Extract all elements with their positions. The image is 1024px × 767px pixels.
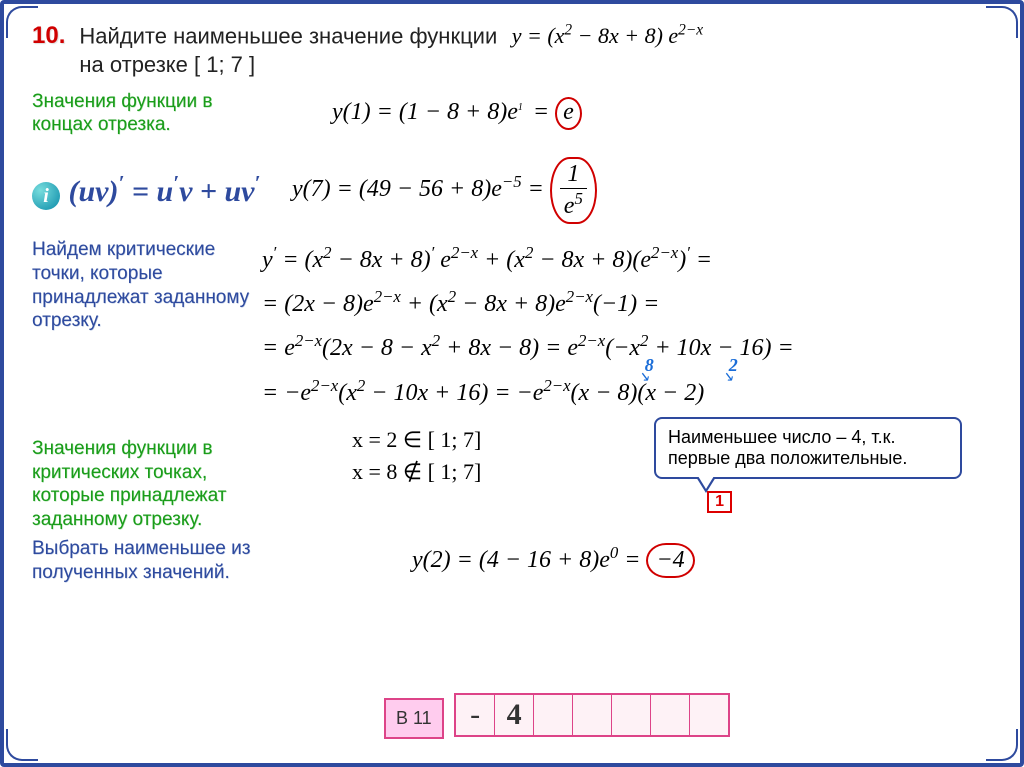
answer-cell: - bbox=[456, 695, 495, 735]
callout-box: Наименьшее число – 4, т.к. первые два по… bbox=[654, 417, 962, 479]
answer-label: В 11 bbox=[384, 698, 444, 739]
answer-block: В 11 - 4 bbox=[384, 693, 730, 739]
product-rule-box: i (uv)′ = u′v + uv′ bbox=[32, 171, 262, 211]
callout-line2: первые два положительные. bbox=[668, 448, 907, 468]
arrow-down-icon: ↘ bbox=[638, 365, 650, 390]
answer-cell bbox=[573, 695, 612, 735]
product-rule-formula: (uv)′ = u′v + uv′ bbox=[68, 175, 260, 208]
y1-rhs: = e bbox=[533, 99, 582, 125]
info-icon: i bbox=[32, 182, 60, 210]
answer-cell bbox=[612, 695, 651, 735]
decor-corner bbox=[986, 729, 1018, 761]
deriv-line1: y′ = (x2 − 8x + 8)′ e2−x + (x2 − 8x + 8)… bbox=[262, 238, 794, 282]
crit-membership: x = 2 ∈ [ 1; 7] x = 8 ∉ [ 1; 7] bbox=[352, 427, 481, 485]
note-critical-points: Найдем критические точки, которые принад… bbox=[32, 238, 252, 333]
row-y1: Значения функции в концах отрезка. y(1) … bbox=[32, 90, 992, 138]
answer-cell bbox=[534, 695, 573, 735]
note-endpoints: Значения функции в концах отрезка. bbox=[32, 90, 262, 138]
answer-cells: - 4 bbox=[454, 693, 730, 737]
problem-text-1: Найдите наименьшее значение функции bbox=[79, 23, 497, 48]
derivative-work: y′ = (x2 − 8x + 8)′ e2−x + (x2 − 8x + 8)… bbox=[262, 238, 794, 415]
answer-cell bbox=[651, 695, 690, 735]
decor-corner bbox=[6, 729, 38, 761]
arrow-down-icon: ↘ bbox=[722, 365, 734, 390]
note-crit-values: Значения функции в критических точках, к… bbox=[32, 437, 262, 532]
row-critical-callout: Значения функции в критических точках, к… bbox=[32, 427, 992, 537]
note-choose-min: Выбрать наименьшее из полученных значени… bbox=[32, 537, 292, 585]
y1-lhs: y(1) = (1 − 8 + 8)e bbox=[332, 99, 518, 125]
problem-statement: Найдите наименьшее значение функции y = … bbox=[79, 22, 703, 80]
deriv-line4: = −e2−x(x2 − 10x + 16) = −e2−x(x − 8)(x … bbox=[262, 371, 794, 415]
answer-cell bbox=[690, 695, 728, 735]
problem-header: 10. Найдите наименьшее значение функции … bbox=[32, 22, 992, 80]
deriv-line3: = e2−x(2x − 8 − x2 + 8x − 8) = e2−x(−x2 … bbox=[262, 326, 794, 370]
decor-corner bbox=[986, 6, 1018, 38]
y2-result: −4 bbox=[646, 543, 694, 578]
row-y2: Выбрать наименьшее из полученных значени… bbox=[32, 537, 992, 585]
answer-cell: 4 bbox=[495, 695, 534, 735]
y7-result: 1e5 bbox=[550, 157, 597, 224]
callout-line1: Наименьшее число – 4, т.к. bbox=[668, 427, 896, 447]
problem-formula: y = (x2 − 8x + 8) e2−x bbox=[512, 23, 703, 48]
slide-page: 10. Найдите наименьшее значение функции … bbox=[0, 0, 1024, 767]
eq-y7: y(7) = (49 − 56 + 8)e−5 = 1e5 bbox=[292, 157, 597, 224]
problem-text-2: на отрезке [ 1; 7 ] bbox=[79, 51, 703, 80]
y7-den: e5 bbox=[560, 189, 587, 220]
eq-y2: y(2) = (4 − 16 + 8)e0 = −4 bbox=[412, 543, 695, 578]
deriv-line2: = (2x − 8)e2−x + (x2 − 8x + 8)e2−x(−1) = bbox=[262, 282, 794, 326]
row-y7: i (uv)′ = u′v + uv′ y(7) = (49 − 56 + 8)… bbox=[32, 157, 992, 224]
crit2: x = 8 ∉ [ 1; 7] bbox=[352, 459, 481, 485]
crit1: x = 2 ∈ [ 1; 7] bbox=[352, 427, 481, 453]
row-derivative: Найдем критические точки, которые принад… bbox=[32, 238, 992, 415]
eq-y1: y(1) = (1 − 8 + 8)e1 = e bbox=[332, 97, 582, 130]
decor-corner bbox=[6, 6, 38, 38]
red-label-1: 1 bbox=[707, 491, 732, 513]
